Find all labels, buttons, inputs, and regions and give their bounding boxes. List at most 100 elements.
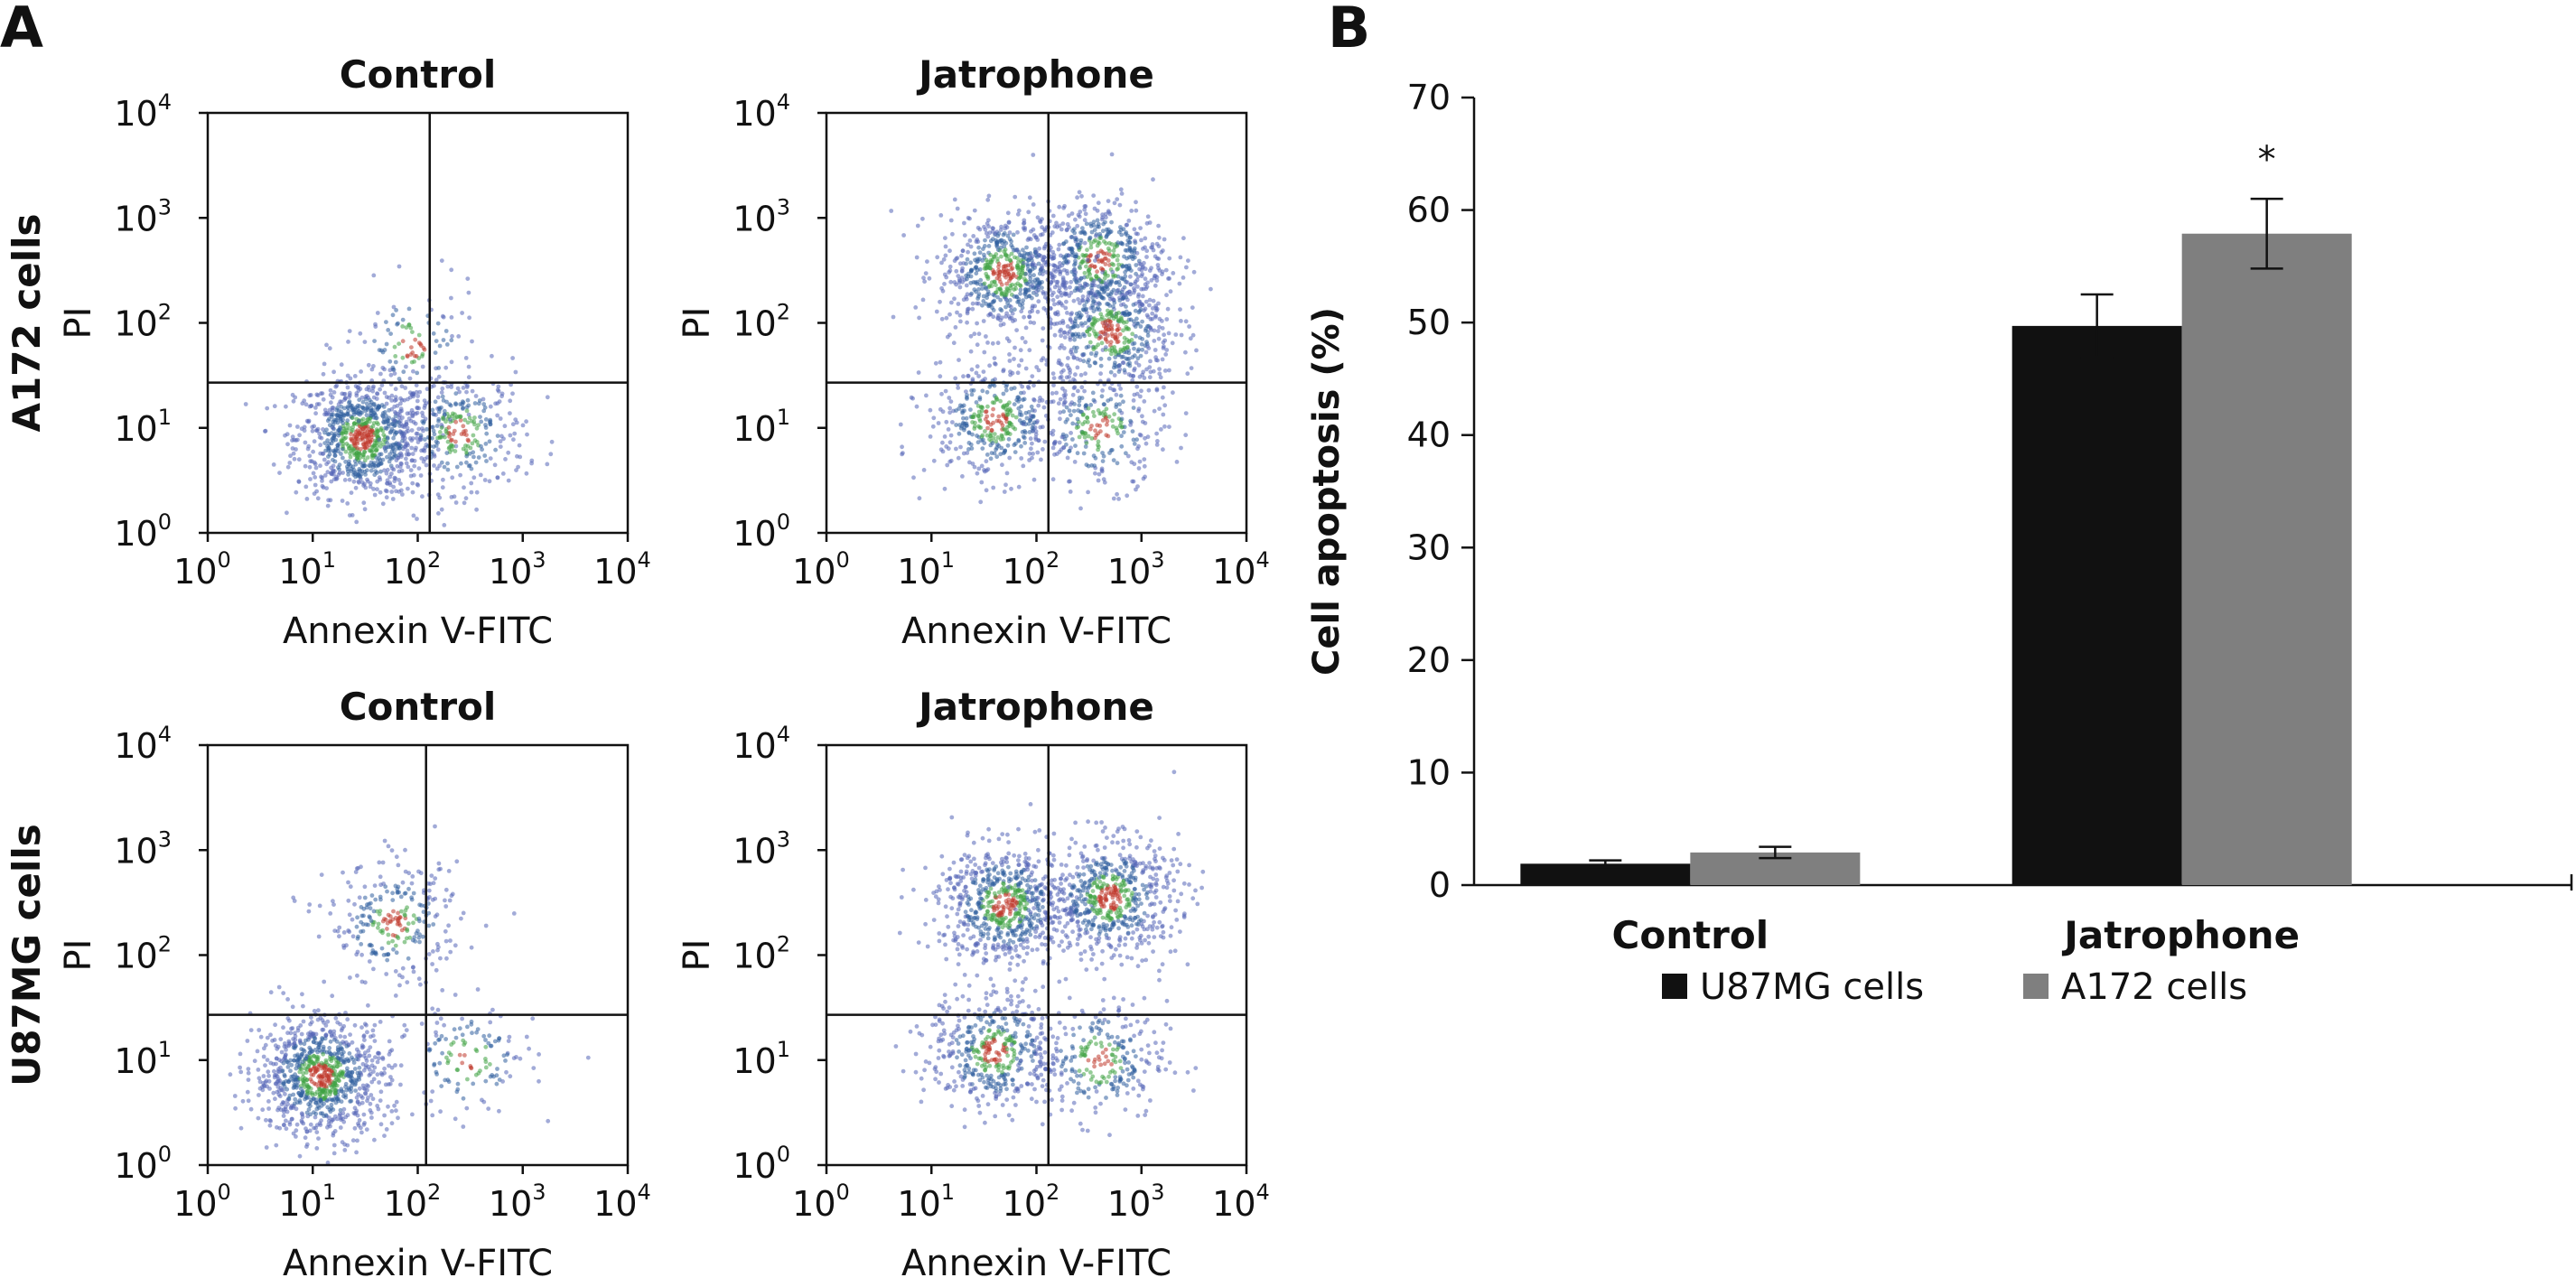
event-dot	[991, 308, 996, 312]
event-dot	[398, 1082, 403, 1087]
event-dot	[961, 374, 966, 379]
event-dot	[319, 391, 323, 396]
event-dot	[462, 485, 466, 490]
event-dot	[1075, 223, 1080, 228]
event-dot	[369, 453, 375, 458]
event-dot	[300, 1059, 305, 1065]
event-dot	[366, 362, 371, 368]
event-dot	[422, 449, 427, 453]
event-dot	[959, 424, 965, 429]
event-dot	[1157, 324, 1162, 330]
event-dot	[975, 471, 980, 476]
event-dot	[1143, 441, 1149, 446]
event-dot	[1061, 445, 1066, 450]
event-dot	[1069, 279, 1074, 284]
event-dot	[1059, 303, 1065, 308]
event-dot	[1003, 416, 1009, 422]
event-dot	[1060, 221, 1066, 227]
event-dot	[406, 956, 411, 961]
event-dot	[1085, 257, 1090, 263]
event-dot	[1002, 490, 1007, 494]
event-dot	[514, 468, 518, 472]
event-dot	[1020, 305, 1025, 311]
event-dot	[995, 435, 1001, 440]
event-dot	[436, 861, 442, 866]
event-dot	[393, 359, 398, 365]
event-dot	[371, 1077, 377, 1082]
event-dot	[326, 448, 331, 453]
event-dot	[947, 440, 953, 445]
event-dot	[387, 459, 392, 464]
event-dot	[342, 478, 348, 482]
x-tick-label: 100	[173, 547, 231, 592]
event-dot	[1099, 469, 1105, 474]
event-dot	[392, 371, 397, 376]
event-dot	[341, 930, 347, 935]
event-dot	[978, 277, 984, 283]
event-dot	[321, 1051, 326, 1057]
event-dot	[370, 448, 375, 453]
event-dot	[1065, 331, 1070, 336]
event-dot	[384, 1127, 389, 1132]
event-dot	[1005, 210, 1011, 216]
event-dot	[343, 449, 349, 454]
event-dot	[341, 1106, 347, 1112]
event-dot	[323, 1058, 329, 1063]
event-dot	[1118, 420, 1124, 425]
event-dot	[1153, 348, 1158, 352]
event-dot	[410, 452, 415, 456]
event-dot	[271, 462, 276, 467]
event-dot	[418, 982, 423, 987]
event-dot	[400, 317, 406, 322]
event-dot	[976, 245, 981, 250]
event-dot	[1181, 236, 1186, 241]
event-dot	[982, 244, 987, 248]
event-dot	[322, 1063, 328, 1068]
event-dot	[301, 1019, 306, 1024]
event-dot	[1064, 405, 1069, 410]
event-dot	[488, 456, 493, 461]
event-dot	[384, 320, 388, 324]
event-dot	[473, 394, 479, 398]
panel-b-label: B	[1328, 0, 1370, 61]
event-dot	[264, 1117, 268, 1123]
event-dot	[1091, 397, 1097, 403]
event-dot	[453, 993, 458, 997]
event-dot	[976, 292, 982, 296]
event-dot	[320, 483, 325, 489]
event-dot	[1098, 236, 1104, 240]
event-dot	[300, 1051, 304, 1057]
event-dot	[1132, 368, 1136, 373]
event-dot	[369, 1093, 374, 1097]
event-dot	[307, 1050, 313, 1055]
event-dot	[367, 959, 372, 964]
event-dot	[337, 467, 341, 472]
event-dot	[1144, 248, 1150, 254]
event-dot	[1057, 204, 1062, 210]
event-dot	[1128, 274, 1133, 279]
event-dot	[365, 429, 370, 434]
event-dot	[397, 441, 402, 446]
event-dot	[258, 1034, 264, 1040]
event-dot	[1084, 282, 1088, 287]
event-dot	[1003, 264, 1007, 269]
x-tick-label: 101	[278, 547, 336, 592]
event-dot	[1008, 263, 1013, 268]
event-dot	[1092, 414, 1097, 418]
event-dot	[506, 450, 511, 455]
event-dot	[291, 1078, 296, 1083]
event-dot	[495, 401, 500, 406]
event-dot	[421, 428, 425, 434]
event-dot	[261, 1054, 266, 1059]
event-dot	[1055, 294, 1060, 300]
event-dot	[424, 401, 428, 406]
event-dot	[1137, 299, 1143, 304]
event-dot	[1050, 391, 1055, 396]
event-dot	[1009, 308, 1013, 313]
event-dot	[1086, 406, 1091, 411]
event-dot	[1062, 388, 1068, 394]
event-dot	[464, 389, 469, 395]
event-dot	[351, 434, 357, 439]
event-dot	[1052, 224, 1058, 229]
event-dot	[372, 441, 378, 445]
